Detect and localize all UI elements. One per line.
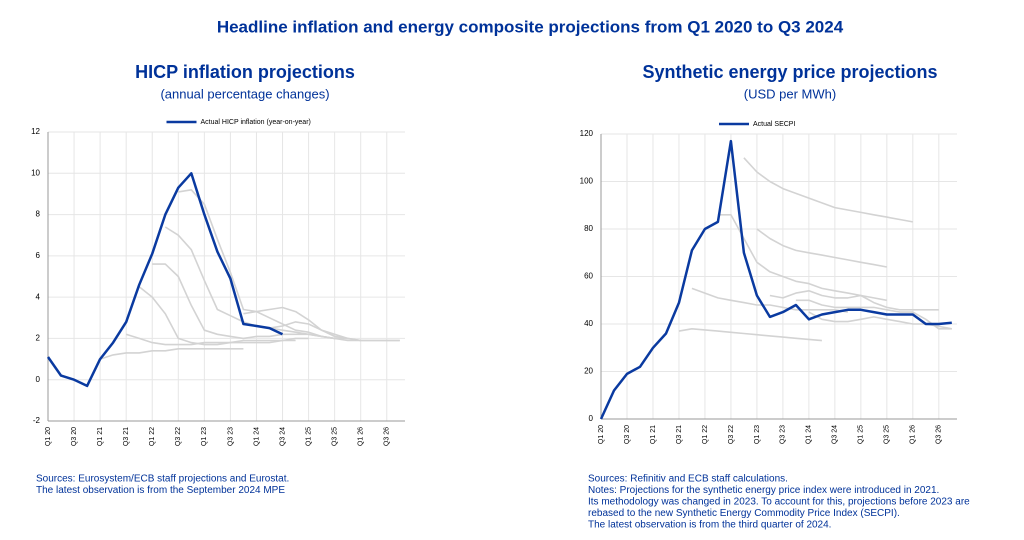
source-note: The latest observation is from the third… [588,520,831,531]
projection-line [152,263,335,340]
x-tick-label: Q3 26 [936,425,943,444]
x-tick-label: Q3 23 [227,427,234,446]
x-tick-label: Q3 22 [728,425,735,444]
x-tick-label: Q1 26 [358,427,365,446]
x-tick-label: Q3 20 [71,427,78,446]
x-tick-label: Q1 21 [97,427,104,446]
x-tick-label: Q3 24 [832,425,839,444]
x-tick-label: Q1 20 [45,427,52,446]
x-tick-label: Q3 26 [384,427,391,446]
y-tick-label: -2 [33,416,41,425]
projection-line [269,321,400,342]
chart-subtitle: (annual percentage changes) [160,86,329,101]
chart-subtitle: (USD per MWh) [744,86,836,101]
projection-line [243,306,400,342]
y-tick-label: 100 [580,177,594,186]
x-tick-label: Q1 22 [702,425,709,444]
y-tick-label: 12 [31,127,40,136]
y-tick-label: 8 [36,210,41,219]
x-tick-label: Q1 22 [149,427,156,446]
x-tick-label: Q3 21 [123,427,130,446]
source-note: Sources: Refinitiv and ECB staff calcula… [588,474,788,485]
x-tick-label: Q3 22 [175,427,182,446]
actual-line [599,139,952,420]
projection-line [691,287,849,313]
x-tick-label: Q1 23 [201,427,208,446]
legend-label: Actual SECPI [753,121,795,128]
y-tick-label: 20 [584,367,593,376]
x-tick-label: Q3 25 [331,427,338,446]
x-tick-label: Q3 24 [279,427,286,446]
projection-line [178,189,361,342]
y-tick-label: 2 [36,334,41,343]
x-tick-label: Q3 21 [676,425,683,444]
projection-line [756,228,887,268]
x-tick-label: Q3 25 [884,425,891,444]
y-tick-label: 120 [580,129,594,138]
source-note: Sources: Eurosystem/ECB staff projection… [36,474,289,485]
projection-line [99,348,244,360]
x-tick-label: Q1 24 [253,427,260,446]
actual-line [46,172,284,388]
y-tick-label: 0 [589,414,594,423]
x-tick-label: Q1 25 [305,427,312,446]
x-tick-label: Q1 20 [598,425,605,444]
source-note: The latest observation is from the Septe… [36,485,285,496]
x-tick-label: Q1 24 [806,425,813,444]
legend-label: Actual HICP inflation (year-on-year) [201,119,311,126]
y-tick-label: 6 [36,251,41,260]
y-tick-label: 4 [36,292,41,301]
projection-line [138,286,309,346]
projection-line [678,328,822,342]
projection-line [808,311,952,330]
x-tick-label: Q1 26 [910,425,917,444]
projection-line [795,299,952,330]
projection-line [769,290,939,311]
projection-line [125,333,296,346]
x-tick-label: Q1 23 [754,425,761,444]
source-note: rebased to the new Synthetic Energy Comm… [588,508,900,519]
source-note: Notes: Projections for the synthetic ene… [588,485,939,496]
y-tick-label: 40 [584,319,593,328]
source-note: Its methodology was changed in 2023. To … [588,497,970,508]
x-tick-label: Q1 21 [650,425,657,444]
chart-title: HICP inflation projections [135,62,355,82]
projection-line [743,157,913,223]
y-tick-label: 60 [584,272,593,281]
y-tick-label: 80 [584,224,593,233]
y-tick-label: 0 [36,375,41,384]
projection-line [717,214,887,302]
page-title: Headline inflation and energy composite … [217,17,844,36]
y-tick-label: 10 [31,168,40,177]
x-tick-label: Q3 20 [624,425,631,444]
chart-title: Synthetic energy price projections [642,62,937,82]
x-tick-label: Q3 23 [780,425,787,444]
x-tick-label: Q1 25 [858,425,865,444]
